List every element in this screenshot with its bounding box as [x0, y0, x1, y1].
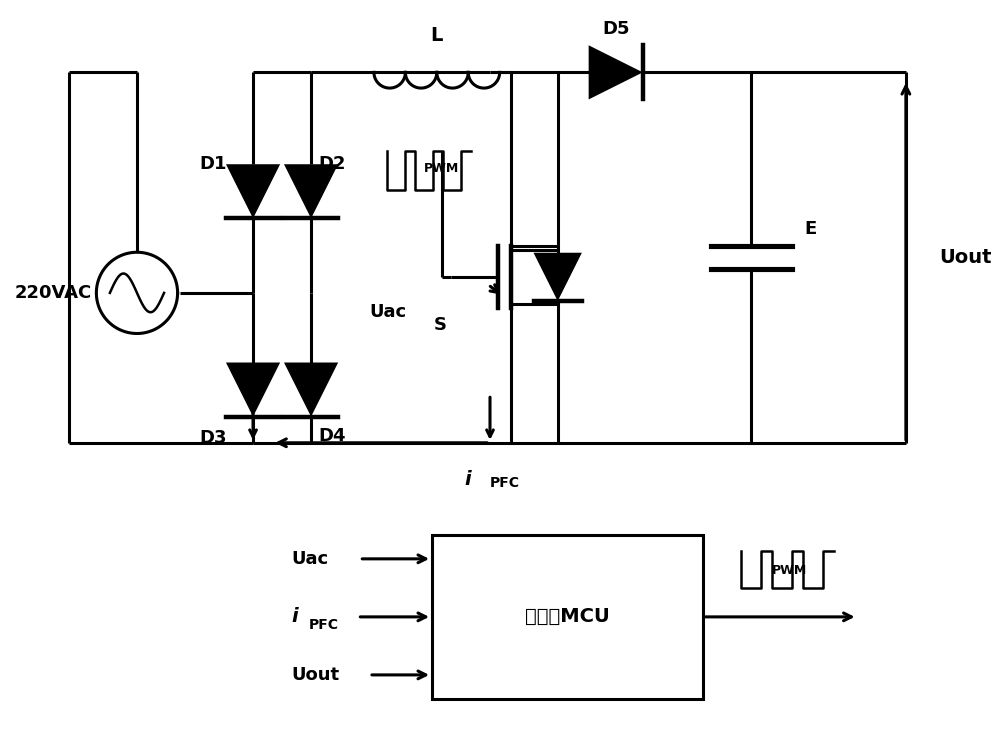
Bar — [432, 535, 703, 699]
Text: Uout: Uout — [292, 666, 340, 684]
Polygon shape — [284, 362, 338, 417]
Text: 220VAC: 220VAC — [14, 284, 92, 302]
Polygon shape — [226, 165, 280, 218]
Text: PWM: PWM — [424, 162, 459, 175]
Text: Uac: Uac — [369, 304, 406, 321]
Text: E: E — [804, 220, 817, 238]
Text: D5: D5 — [602, 20, 629, 38]
Text: D4: D4 — [319, 427, 346, 445]
Polygon shape — [534, 253, 582, 301]
Text: i: i — [464, 470, 471, 489]
Text: D1: D1 — [200, 156, 227, 173]
Text: 主控制MCU: 主控制MCU — [525, 607, 610, 627]
Text: S: S — [433, 316, 446, 334]
Text: PFC: PFC — [490, 476, 520, 491]
Text: PFC: PFC — [309, 618, 339, 632]
Text: D3: D3 — [200, 429, 227, 447]
Polygon shape — [589, 45, 643, 100]
Text: L: L — [431, 26, 443, 45]
Polygon shape — [284, 165, 338, 218]
Text: D2: D2 — [319, 156, 346, 173]
Text: Uout: Uout — [940, 248, 992, 267]
Text: Uac: Uac — [292, 550, 329, 568]
Polygon shape — [226, 362, 280, 417]
Text: PWM: PWM — [772, 564, 807, 577]
Text: i: i — [292, 607, 298, 627]
